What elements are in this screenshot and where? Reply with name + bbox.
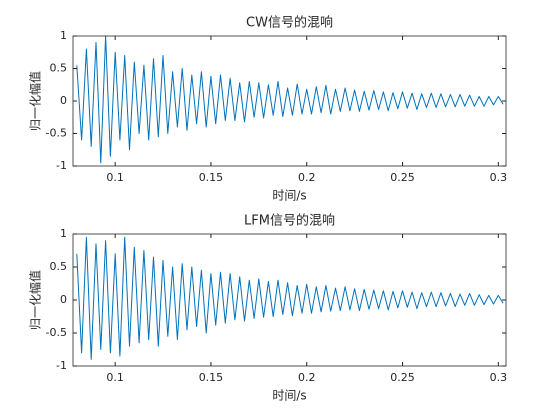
signal-line <box>76 35 504 164</box>
y-tick-label: -0.5 <box>46 326 67 339</box>
x-tick-label: 0.1 <box>106 371 124 384</box>
y-tick-label: -1 <box>56 159 67 172</box>
y-tick-label: -0.5 <box>46 127 67 140</box>
chart-title: CW信号的混响 <box>246 15 333 31</box>
x-tick-label: 0.25 <box>390 171 415 184</box>
x-axis-label: 时间/s <box>272 189 306 203</box>
x-tick-label: 0.15 <box>199 371 224 384</box>
axes-background <box>73 234 506 366</box>
y-tick-label: 1 <box>60 29 67 42</box>
x-tick-label: 0.2 <box>298 371 316 384</box>
x-tick-label: 0.1 <box>106 171 124 184</box>
x-tick-label: 0.25 <box>390 371 415 384</box>
y-axis-label: 归一化幅值 <box>28 71 43 131</box>
signal-line <box>76 236 504 360</box>
y-tick-label: 0.5 <box>50 62 68 75</box>
x-tick-label: 0.3 <box>490 371 508 384</box>
y-tick-label: 1 <box>60 227 67 240</box>
y-tick-label: 0 <box>60 94 67 107</box>
chart-title: LFM信号的混响 <box>244 213 335 229</box>
y-axis-label: 归一化幅值 <box>28 270 43 330</box>
x-axis-label: 时间/s <box>272 389 306 403</box>
y-tick-label: 0 <box>60 293 67 306</box>
y-tick-label: -1 <box>56 359 67 372</box>
x-tick-label: 0.2 <box>298 171 316 184</box>
x-tick-label: 0.3 <box>490 171 508 184</box>
y-tick-label: 0.5 <box>50 260 68 273</box>
x-tick-label: 0.15 <box>199 171 224 184</box>
